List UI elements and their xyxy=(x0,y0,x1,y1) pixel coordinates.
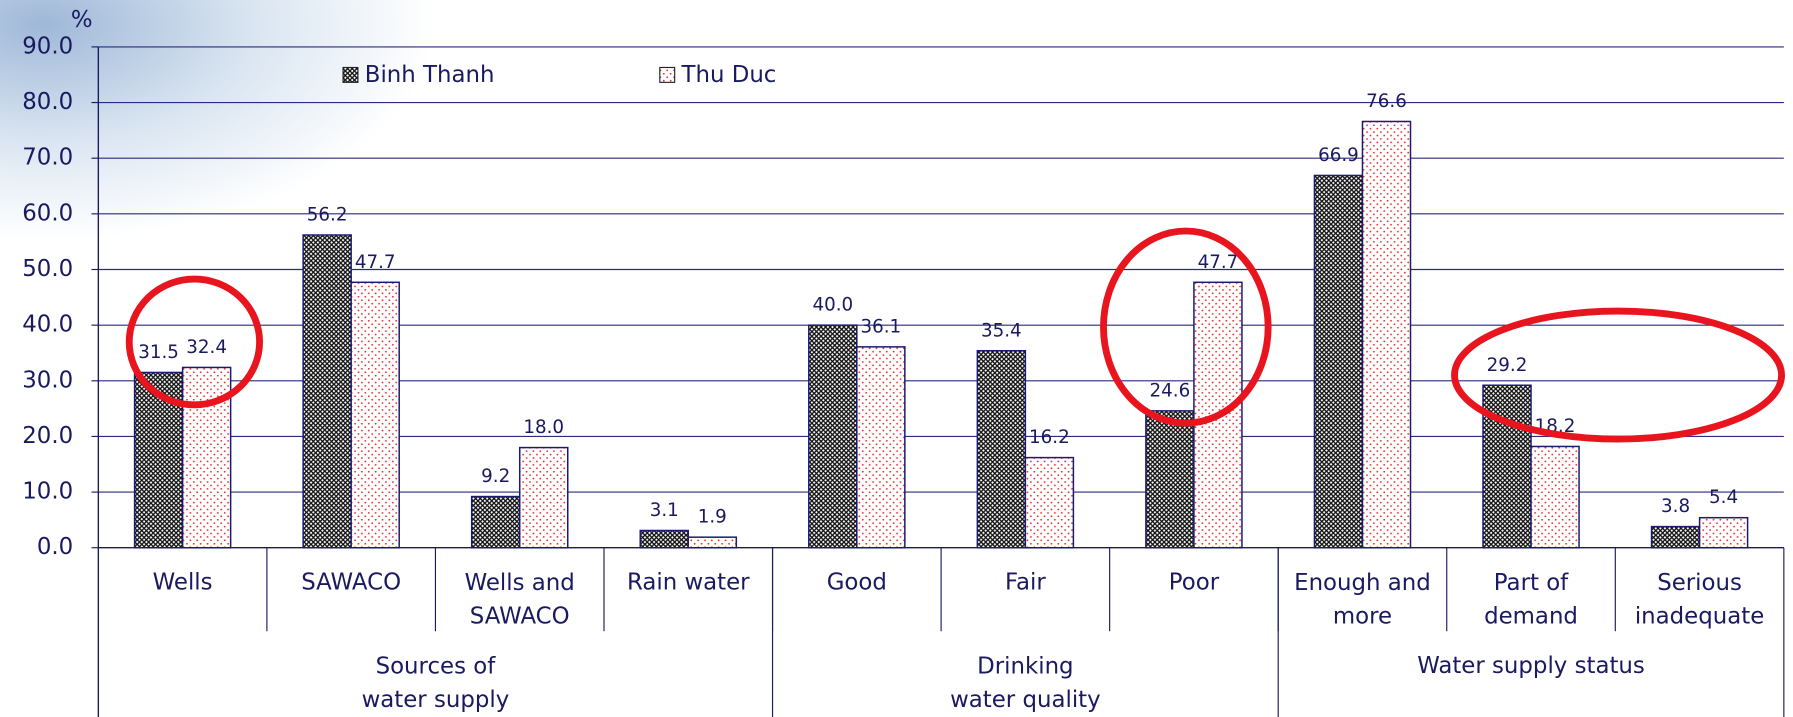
value-label: 18.0 xyxy=(523,417,564,438)
legend-swatch xyxy=(342,66,359,83)
legend-label: Binh Thanh xyxy=(365,62,495,88)
bar xyxy=(1650,525,1701,549)
x-tick-label: Fair xyxy=(1005,570,1046,596)
bar xyxy=(1698,516,1749,549)
x-tick-label: Poor xyxy=(1169,570,1220,596)
y-tick-label: 50.0 xyxy=(22,256,73,282)
x-tick-label: Enough and more xyxy=(1294,570,1431,629)
x-tick-label: Good xyxy=(827,570,887,596)
bar xyxy=(1361,120,1412,549)
value-label: 47.7 xyxy=(355,252,396,273)
value-label: 36.1 xyxy=(860,316,901,337)
y-tick-label: 60.0 xyxy=(22,200,73,226)
value-label: 3.1 xyxy=(650,500,679,521)
y-tick-label: 10.0 xyxy=(22,479,73,505)
y-tick-label: 0.0 xyxy=(37,534,73,560)
value-label: 5.4 xyxy=(1709,487,1738,508)
x-tick-label: Serious inadequate xyxy=(1635,570,1764,629)
value-label: 32.4 xyxy=(186,337,227,358)
bar xyxy=(1145,410,1195,549)
bar xyxy=(350,281,400,549)
value-label: 56.2 xyxy=(307,205,348,226)
bar xyxy=(1024,456,1075,549)
y-tick-label: 20.0 xyxy=(22,423,73,449)
value-label: 16.2 xyxy=(1029,427,1070,448)
group-label: Water supply status xyxy=(1417,653,1645,679)
bar xyxy=(856,346,906,549)
x-tick-label: Part of demand xyxy=(1484,570,1578,629)
bar xyxy=(1313,174,1364,549)
x-tick-label: SAWACO xyxy=(301,570,401,596)
value-label: 66.9 xyxy=(1318,145,1359,166)
bar xyxy=(302,234,352,549)
value-label: 3.8 xyxy=(1661,496,1690,517)
value-label: 31.5 xyxy=(138,342,179,363)
bar xyxy=(518,446,569,549)
y-tick-label: 30.0 xyxy=(22,367,73,393)
y-tick-label: 90.0 xyxy=(22,33,73,59)
value-label: 9.2 xyxy=(481,466,510,487)
bar xyxy=(470,495,521,549)
value-label: 76.6 xyxy=(1366,91,1407,112)
legend-swatch xyxy=(659,66,676,83)
bar xyxy=(687,536,738,549)
value-label: 1.9 xyxy=(698,507,727,528)
value-label: 40.0 xyxy=(812,295,853,316)
bar xyxy=(808,324,858,549)
y-axis-unit: % xyxy=(71,7,93,33)
bar xyxy=(181,366,232,549)
x-tick-label: Wells xyxy=(153,570,213,596)
y-tick-label: 80.0 xyxy=(22,89,73,115)
value-label: 35.4 xyxy=(981,320,1022,341)
highlight-circle xyxy=(125,275,264,409)
highlight-circle xyxy=(1100,227,1272,427)
bar xyxy=(1482,384,1532,549)
bar xyxy=(976,350,1027,549)
y-tick-label: 40.0 xyxy=(22,312,73,338)
group-label: Sources of water supply xyxy=(362,653,510,712)
legend-label: Thu Duc xyxy=(681,62,777,88)
value-label: 24.6 xyxy=(1150,380,1191,401)
y-tick-label: 70.0 xyxy=(22,145,73,171)
x-tick-label: Rain water xyxy=(627,570,750,596)
x-tick-label: Wells and SAWACO xyxy=(465,570,575,629)
group-label: Drinking water quality xyxy=(950,653,1101,712)
bar xyxy=(639,529,690,549)
highlight-circle xyxy=(1451,307,1785,443)
value-label: 29.2 xyxy=(1487,355,1528,376)
value-label: 47.7 xyxy=(1198,252,1239,273)
bar xyxy=(1530,445,1580,549)
